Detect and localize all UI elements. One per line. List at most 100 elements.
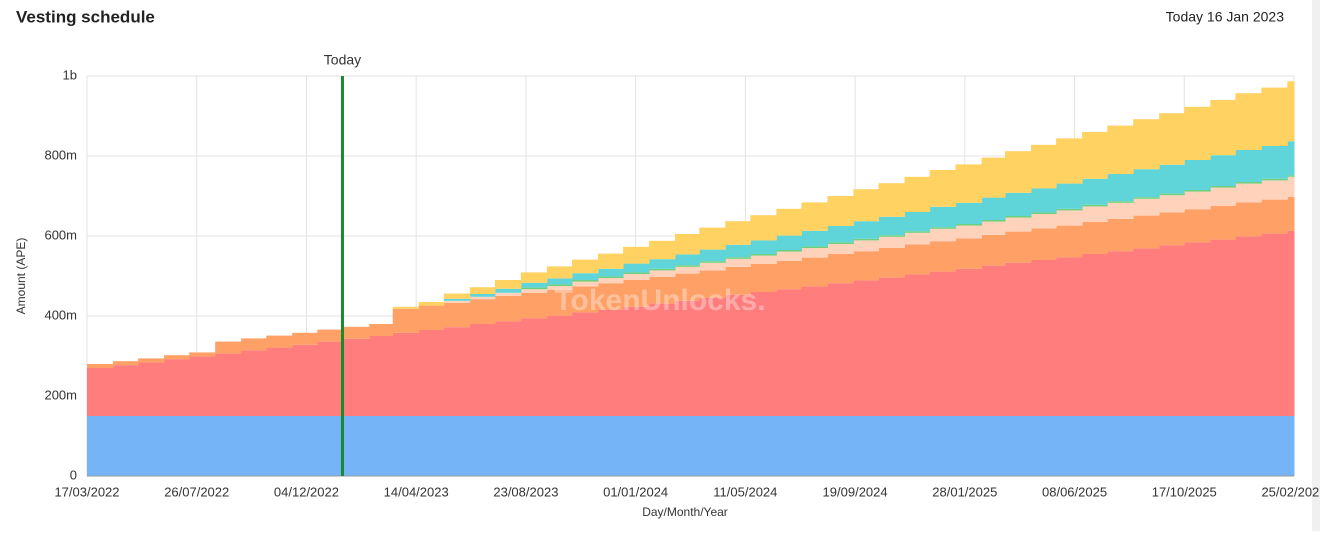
- area-step: [1159, 113, 1185, 165]
- area-step: [827, 242, 854, 244]
- area-step: [597, 276, 624, 278]
- area-step: [929, 416, 957, 476]
- area-step: [520, 292, 548, 319]
- area-step: [1030, 214, 1057, 229]
- watermark: TokenUnlocks.: [554, 284, 765, 317]
- area-step: [623, 274, 650, 280]
- area-step: [904, 244, 931, 275]
- area-step: [494, 288, 522, 293]
- x-axis-label: Day/Month/Year: [642, 505, 728, 519]
- area-step: [317, 329, 344, 342]
- area-step: [955, 202, 983, 224]
- area-step: [1107, 202, 1134, 219]
- area-step: [1287, 81, 1295, 142]
- area-step: [981, 197, 1006, 220]
- area-step: [929, 206, 957, 228]
- area-step: [1184, 242, 1211, 416]
- area-step: [853, 240, 880, 252]
- area-step: [1261, 87, 1288, 146]
- area-step: [494, 292, 522, 296]
- area-step: [1005, 192, 1032, 216]
- area-step: [597, 309, 624, 416]
- area-step: [904, 231, 931, 233]
- area-step: [189, 356, 216, 416]
- area-step: [392, 306, 420, 309]
- area-step: [1159, 245, 1185, 416]
- area-step: [1184, 190, 1211, 192]
- area-step: [1030, 416, 1057, 476]
- area-step: [597, 283, 624, 310]
- area-step: [904, 274, 931, 416]
- area-step: [853, 238, 880, 241]
- x-tick-label: 11/05/2024: [713, 484, 777, 499]
- area-step: [675, 266, 700, 274]
- area-step: [725, 244, 751, 258]
- area-step: [343, 338, 370, 416]
- area-step: [1107, 251, 1134, 416]
- area-step: [215, 341, 242, 354]
- area-step: [443, 416, 471, 476]
- area-step: [1005, 151, 1032, 193]
- area-step: [1056, 138, 1083, 184]
- area-step: [1287, 141, 1295, 176]
- area-step: [597, 253, 624, 269]
- area-step: [1210, 155, 1236, 186]
- area-step: [801, 257, 828, 287]
- area-step: [215, 353, 242, 416]
- area-step: [1056, 416, 1083, 476]
- area-step: [443, 327, 471, 416]
- area-step: [1056, 183, 1083, 209]
- area-step: [1210, 187, 1236, 206]
- area-step: [675, 265, 700, 267]
- area-step: [623, 272, 650, 274]
- area-step: [699, 261, 726, 263]
- y-tick-label: 600m: [44, 227, 77, 242]
- area-step: [649, 270, 676, 277]
- area-step: [597, 268, 624, 277]
- area-step: [418, 330, 445, 416]
- area-step: [138, 362, 165, 416]
- area-step: [623, 246, 650, 264]
- area-step: [649, 268, 676, 271]
- area-step: [904, 212, 931, 232]
- area-step: [1030, 188, 1057, 213]
- area-step: [1030, 260, 1057, 416]
- area-step: [571, 286, 599, 313]
- title: Vesting schedule: [16, 7, 155, 26]
- area-step: [241, 350, 267, 416]
- area-step: [1082, 178, 1108, 205]
- area-step: [750, 255, 777, 264]
- scrollbar[interactable]: [1312, 0, 1320, 531]
- area-step: [546, 278, 573, 285]
- area-step: [571, 281, 599, 287]
- area-step: [1082, 416, 1108, 476]
- area-step: [623, 263, 650, 273]
- area-step: [827, 196, 854, 226]
- area-step: [827, 226, 854, 243]
- area-step: [1235, 416, 1262, 476]
- area-step: [1261, 180, 1288, 200]
- area-step: [520, 287, 548, 290]
- area-step: [292, 332, 318, 345]
- area-step: [776, 416, 802, 476]
- area-step: [929, 227, 957, 229]
- area-step: [1005, 416, 1032, 476]
- area-step: [292, 416, 318, 476]
- area-step: [1082, 254, 1108, 416]
- area-step: [1133, 169, 1160, 198]
- area-step: [675, 416, 700, 476]
- area-step: [443, 298, 471, 301]
- area-step: [801, 246, 828, 248]
- area-step: [827, 416, 854, 476]
- area-step: [418, 302, 445, 306]
- area-step: [1159, 212, 1185, 246]
- area-step: [1107, 174, 1134, 202]
- area-step: [266, 347, 293, 416]
- x-tick-label: 25/02/2026: [1261, 484, 1320, 499]
- today-label: Today: [324, 52, 361, 68]
- area-step: [164, 359, 190, 416]
- area-step: [853, 280, 880, 416]
- area-step: [1159, 195, 1185, 213]
- area-step: [546, 266, 573, 279]
